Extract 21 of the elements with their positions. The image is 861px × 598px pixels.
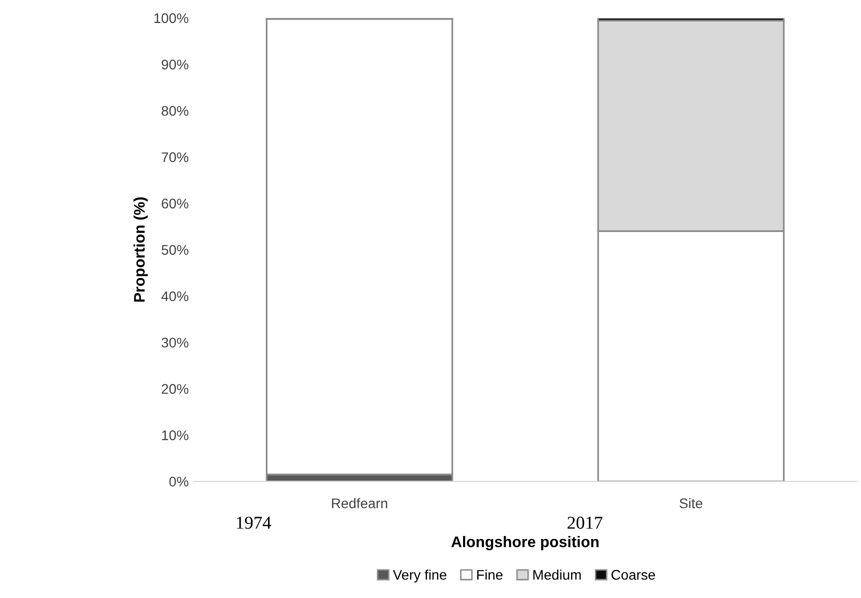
- text: 2017: [568, 516, 602, 529]
- legend-label: Medium: [533, 570, 581, 580]
- y-tick-label: 80%: [162, 106, 188, 116]
- y-tick-label: 60%: [162, 198, 188, 208]
- y-tick-label: 50%: [162, 245, 188, 255]
- legend-label: Fine: [477, 570, 502, 580]
- y-axis-title: Proportion (%): [134, 197, 148, 302]
- x-tick-label: Site: [680, 498, 702, 508]
- y-tick-label: 90%: [162, 60, 188, 70]
- y-tick-label: 100%: [154, 13, 188, 24]
- y-tick-label: 10%: [162, 430, 188, 440]
- x-tick-label: Redfearn: [332, 498, 388, 508]
- legend-label: Very fine: [392, 570, 446, 583]
- y-tick-label: 70%: [162, 152, 188, 162]
- y-tick-label: 30%: [162, 338, 188, 348]
- text: 1974: [236, 516, 272, 529]
- y-tick-label: 0%: [169, 476, 188, 487]
- y-tick-label: 40%: [161, 291, 188, 302]
- legend-label: Coarse: [612, 570, 655, 580]
- x-axis-title: Alongshore position: [451, 536, 599, 550]
- y-tick-label: 20%: [162, 384, 188, 394]
